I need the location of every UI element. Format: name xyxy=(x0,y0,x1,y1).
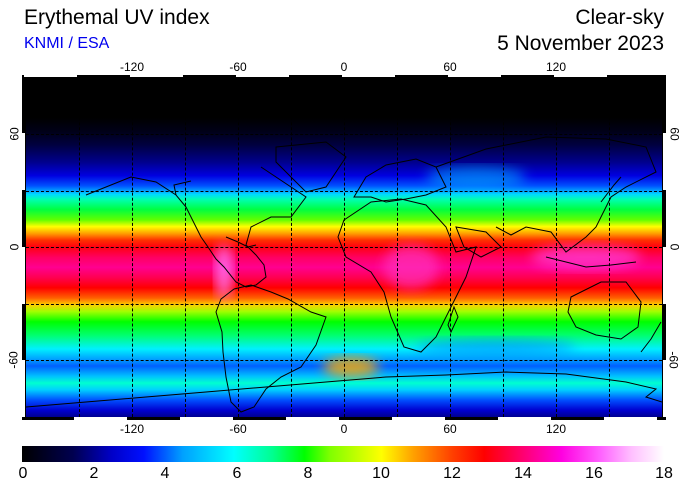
frame-tick xyxy=(24,75,77,77)
frame-tick xyxy=(236,75,289,77)
lon-label-top: -60 xyxy=(229,60,247,74)
gridline-lat xyxy=(26,134,662,135)
lat-label-left: 60 xyxy=(7,127,22,141)
frame-tick xyxy=(604,417,657,420)
lat-label-left: 0 xyxy=(7,243,22,251)
colorbar-tick: 8 xyxy=(303,465,313,482)
frame-tick xyxy=(22,247,25,304)
date-label: 5 November 2023 xyxy=(497,32,664,55)
frame-tick xyxy=(392,417,445,420)
colorbar-tick: 10 xyxy=(372,465,390,482)
lon-label-bottom: 120 xyxy=(545,422,567,436)
frame-tick xyxy=(130,75,183,77)
colorbar-tick: 14 xyxy=(514,465,532,482)
source-credit: KNMI / ESA xyxy=(24,35,110,52)
colorbar-tick: 12 xyxy=(443,465,461,482)
lon-label-top: -120 xyxy=(119,60,145,74)
frame-tick xyxy=(342,75,395,77)
colorbar xyxy=(22,446,664,462)
colorbar-tick: 0 xyxy=(18,465,28,482)
lat-label-right: 60 xyxy=(667,127,682,141)
gridline-lat xyxy=(26,360,662,361)
frame-tick xyxy=(286,417,339,420)
colorbar-tick: 18 xyxy=(655,465,673,482)
lat-label-right: 0 xyxy=(667,243,682,251)
lat-label-left: -60 xyxy=(6,351,21,369)
frame-tick xyxy=(448,75,501,77)
frame-tick xyxy=(663,247,666,304)
lon-label-bottom: 60 xyxy=(443,422,457,436)
colorbar-tick: 6 xyxy=(232,465,242,482)
frame-tick xyxy=(663,360,666,417)
lon-label-top: 0 xyxy=(340,60,348,74)
lat-label-right: -60 xyxy=(666,351,681,369)
map-frame xyxy=(22,75,666,420)
frame-tick xyxy=(74,417,127,420)
frame-tick xyxy=(22,360,25,417)
frame-tick xyxy=(180,417,233,420)
colorbar-tick: 4 xyxy=(160,465,170,482)
page-title: Erythemal UV index xyxy=(24,6,210,29)
lon-label-bottom: -60 xyxy=(229,422,247,436)
gridline-lat xyxy=(26,304,662,305)
lon-label-bottom: 0 xyxy=(340,422,348,436)
lon-label-bottom: -120 xyxy=(119,422,145,436)
frame-tick xyxy=(554,75,607,77)
frame-tick xyxy=(22,133,25,190)
colorbar-tick: 2 xyxy=(89,465,99,482)
frame-tick xyxy=(663,133,666,190)
gridline-lat xyxy=(26,191,662,192)
condition-label: Clear-sky xyxy=(575,6,664,29)
colorbar-tick: 16 xyxy=(585,465,603,482)
lon-label-top: 120 xyxy=(545,60,567,74)
frame-tick xyxy=(498,417,551,420)
uv-index-map xyxy=(26,77,662,417)
lon-label-top: 60 xyxy=(443,60,457,74)
gridline-lat xyxy=(26,247,662,248)
